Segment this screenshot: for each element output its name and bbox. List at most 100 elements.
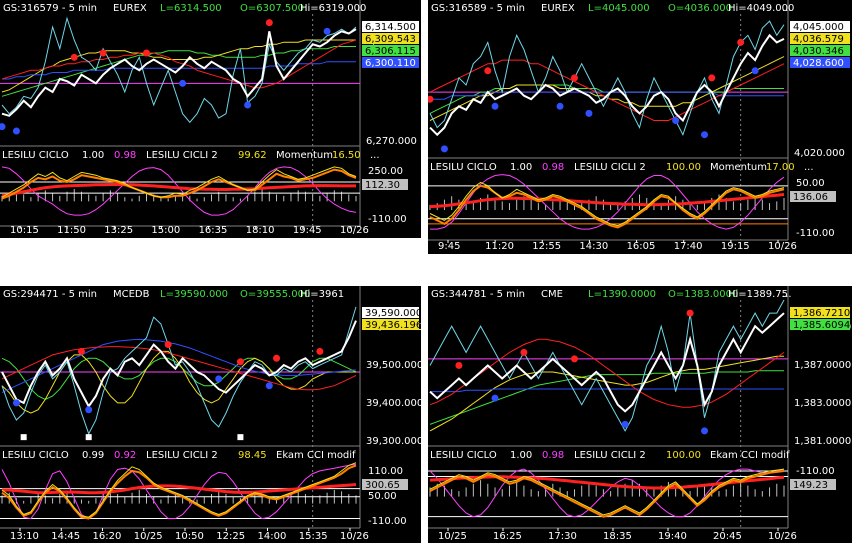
signal-dot-blue: [85, 406, 93, 414]
time-tick-label: 20:45: [713, 531, 742, 542]
indicator-tag-label: 112.30: [365, 180, 400, 191]
time-tick-label: 15:00: [151, 225, 180, 236]
header-last: L=4045.000: [588, 3, 650, 14]
ma-yellow-line: [429, 355, 784, 432]
price-tag-label: 6,314.500: [365, 22, 416, 33]
header-exchange: CME: [541, 289, 563, 300]
time-tick-label: 16:05: [627, 241, 656, 252]
time-tick-label: 10:15: [10, 225, 39, 236]
ma-red-line: [1, 39, 357, 89]
price-tick-label: 1,381.0000: [794, 436, 851, 447]
signal-dot-red: [265, 19, 273, 27]
signal-dot-red: [455, 361, 463, 369]
header-open: O=6307.500: [240, 3, 304, 14]
signal-dot-red: [273, 354, 281, 362]
signal-dot-blue: [556, 102, 564, 110]
indicator-magenta-line: [429, 468, 785, 518]
indicator-red-line: [429, 475, 785, 490]
indicator-red-line: [429, 193, 785, 209]
indicator-legend-label: 1.00: [82, 150, 104, 161]
time-tick-label: 16:25: [493, 531, 522, 542]
price-tag-box: [362, 57, 419, 68]
indicator-tick-label: 110.00: [368, 466, 403, 477]
price-tag-label: 39,590.000: [365, 308, 421, 319]
indicator-legend-label: LESILU CICLI 2: [574, 450, 646, 461]
price-tag-box: [790, 21, 850, 32]
indicator-legend-label: 1.00: [510, 162, 532, 173]
header-more: ...: [354, 3, 364, 14]
price-tag-box: [362, 319, 419, 330]
ma-red-line: [429, 59, 785, 121]
price-tick-label: 1,387.0000: [794, 360, 851, 371]
indicator-tick-label: -110.00: [368, 516, 407, 527]
ma-blue-line: [430, 388, 784, 393]
indicator-legend-label: LESILU CICLI 2: [146, 450, 218, 461]
price-tag-label: 1,386.7210: [793, 308, 850, 319]
signal-dot-red: [708, 74, 716, 82]
price-tag-box: [790, 57, 850, 68]
indicator-legend-label: ...: [370, 150, 380, 161]
indicator-orange-line: [1, 464, 357, 520]
time-tick-label: 14:30: [579, 241, 608, 252]
price-tag-label: 39,436.196: [365, 320, 421, 331]
time-tick-label: 13:10: [10, 531, 39, 542]
time-tick-label: 13:25: [104, 225, 133, 236]
ma-blue-line: [1, 338, 357, 394]
header-open: O=39555.000: [240, 289, 310, 300]
indicator-tag-box: [362, 179, 408, 190]
time-tick-label: 19:40: [658, 531, 687, 542]
header-exchange: EUREX: [541, 3, 575, 14]
header-open: O=4036.000: [668, 3, 732, 14]
indicator-red-line: [1, 183, 356, 198]
signal-dot-blue: [265, 382, 273, 390]
indicator-legend-label: LESILU CICLI 2: [574, 162, 646, 173]
ma-yellow-line: [1, 350, 356, 414]
signal-dot-red: [142, 49, 150, 57]
cyan-series-line: [1, 16, 357, 124]
time-tick-label: 10/26: [340, 531, 369, 542]
indicator-tag-box: [362, 479, 408, 490]
header-symbol: GS:316589 - 5 min: [431, 3, 525, 14]
signal-dot-red: [686, 309, 694, 317]
time-tick-label: 18:35: [603, 531, 632, 542]
indicator-tick-label: -110.00: [368, 214, 407, 225]
time-tick-label: 18:10: [246, 225, 275, 236]
price-tick-label: 6,270.000: [366, 136, 417, 147]
time-tick-label: 10/26: [768, 241, 797, 252]
time-tick-label: 14:45: [51, 531, 80, 542]
indicator-tick-label: -110.00: [796, 228, 835, 239]
price-tag-label: 1,385.6094: [793, 320, 850, 331]
indicator-legend-label: 100.00: [666, 450, 701, 461]
price-tag-box: [362, 307, 419, 318]
time-tick-label: 14:00: [258, 531, 287, 542]
time-tick-label: 19:45: [293, 225, 322, 236]
ma-red-line: [429, 338, 785, 408]
signal-dot-red: [520, 348, 528, 356]
time-tick-label: 10/26: [768, 531, 797, 542]
signal-dot-red: [99, 49, 107, 57]
price-tag-label: 4,045.000: [793, 22, 844, 33]
price-tag-label: 6,300.110: [365, 58, 416, 69]
signal-dot-blue: [672, 117, 680, 124]
signal-dot-red: [77, 347, 85, 355]
signal-dot-red: [164, 341, 172, 349]
time-tick-label: 15:35: [299, 531, 328, 542]
indicator-tag-box: [790, 191, 836, 202]
header-last: L=1390.0000: [588, 289, 656, 300]
signal-dot-blue: [440, 145, 448, 153]
signal-dot-blue: [215, 375, 223, 383]
price-series-line: [429, 33, 785, 137]
indicator-legend-label: 0.99: [82, 450, 104, 461]
price-tag-label: 4,036.579: [793, 34, 844, 45]
signal-dot-blue: [491, 394, 499, 402]
price-tick-label: 39,500.000: [366, 360, 421, 371]
indicator-legend-label: 1.00: [510, 450, 532, 461]
indicator-tag-label: 136.06: [793, 192, 828, 203]
signal-dot-blue: [323, 27, 331, 35]
indicator-legend-label: 16.50: [332, 150, 361, 161]
signal-dot-blue: [751, 67, 759, 75]
signal-dot-red: [236, 358, 244, 366]
indicator-legend-label: Momentum: [276, 150, 333, 161]
header-exchange: EUREX: [113, 3, 147, 14]
header-open: O=1383.0000: [668, 289, 738, 300]
